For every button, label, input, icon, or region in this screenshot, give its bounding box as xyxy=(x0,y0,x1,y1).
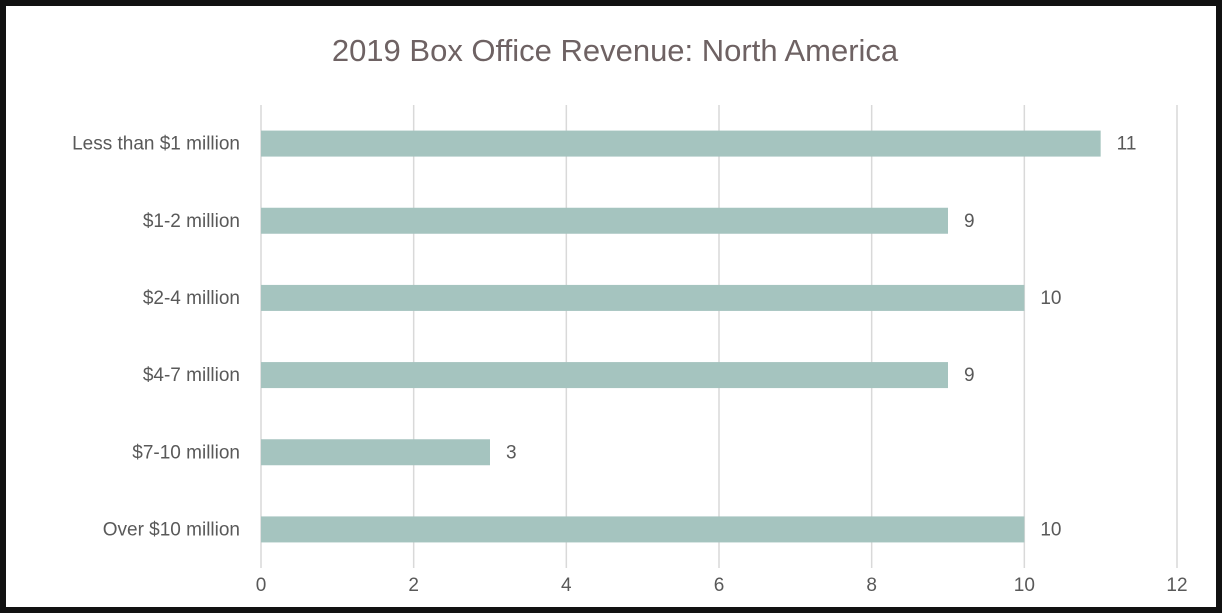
x-tick-label: 4 xyxy=(561,575,572,596)
y-tick-label: $4-7 million xyxy=(143,365,240,386)
x-tick-label: 0 xyxy=(256,575,267,596)
x-tick-label: 8 xyxy=(866,575,877,596)
y-tick-label: Over $10 million xyxy=(103,519,240,540)
bar xyxy=(261,284,1025,311)
bar xyxy=(261,439,490,466)
data-label: 9 xyxy=(964,211,975,232)
y-tick-label: $2-4 million xyxy=(143,288,240,309)
y-tick-label: Less than $1 million xyxy=(72,134,240,155)
chart-title: 2019 Box Office Revenue: North America xyxy=(332,33,899,68)
bar xyxy=(261,207,948,234)
x-tick-label: 2 xyxy=(408,575,419,596)
x-tick-label: 10 xyxy=(1014,575,1035,596)
bar xyxy=(261,130,1101,157)
data-label: 9 xyxy=(964,365,975,386)
y-tick-label: $1-2 million xyxy=(143,211,240,232)
data-label: 10 xyxy=(1040,288,1061,309)
bar xyxy=(261,362,948,389)
bar xyxy=(261,516,1025,543)
x-tick-label: 6 xyxy=(714,575,725,596)
y-tick-label: $7-10 million xyxy=(132,442,240,463)
data-label: 10 xyxy=(1040,519,1061,540)
data-label: 3 xyxy=(506,442,517,463)
x-tick-label: 12 xyxy=(1166,575,1187,596)
data-label: 11 xyxy=(1117,134,1137,155)
